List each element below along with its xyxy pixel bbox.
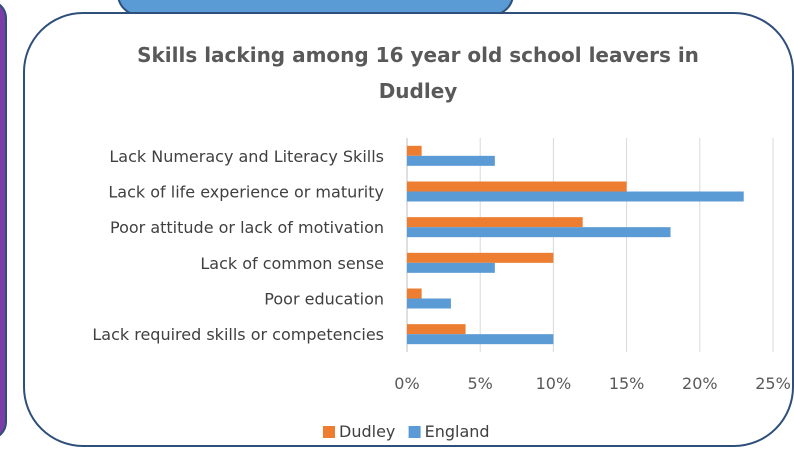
category-labels: Lack Numeracy and Literacy Skills Lack of… (92, 147, 384, 344)
x-tick-label: 15% (609, 374, 645, 393)
bar-dudley (407, 252, 554, 263)
category-label: Poor education (264, 290, 384, 309)
legend-label-england: England (425, 422, 490, 441)
legend: Dudley England (323, 422, 490, 441)
legend-label-dudley: Dudley (339, 422, 395, 441)
bars (407, 145, 744, 345)
x-tick-labels: 0% 5% 10% 15% 20% 25% (394, 374, 790, 393)
legend-swatch-england (408, 426, 421, 438)
category-label: Poor attitude or lack of motivation (110, 218, 384, 237)
category-label: Lack of life experience or maturity (108, 183, 384, 202)
x-tick-label: 25% (755, 374, 791, 393)
x-tick-label: 0% (394, 374, 419, 393)
chart-title-line-1: Skills lacking among 16 year old school … (137, 43, 699, 67)
bar-dudley (407, 324, 466, 335)
category-label: Lack Numeracy and Literacy Skills (109, 147, 384, 166)
bar-england (407, 191, 744, 202)
bar-dudley (407, 217, 583, 228)
gridlines (406, 138, 774, 352)
bar-england (407, 262, 495, 273)
bar-dudley (407, 145, 422, 156)
legend-swatch-dudley (323, 426, 335, 438)
bar-england (407, 334, 554, 345)
bar-dudley (407, 288, 422, 299)
category-label: Lack of common sense (200, 254, 384, 273)
x-tick-label: 10% (536, 374, 572, 393)
x-tick-label: 5% (468, 374, 493, 393)
category-label: Lack required skills or competencies (92, 325, 384, 344)
x-tick-label: 20% (682, 374, 718, 393)
bar-dudley (407, 181, 627, 192)
bar-england (407, 227, 671, 238)
chart-title-line-2: Dudley (379, 79, 458, 103)
bar-england (407, 155, 495, 166)
bar-england (407, 298, 451, 309)
